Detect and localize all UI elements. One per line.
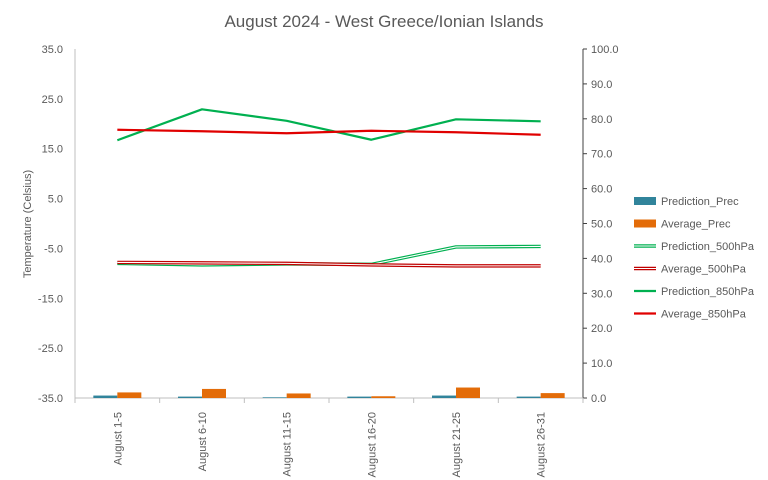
y-left-tick-label: 35.0 xyxy=(42,44,63,56)
y-left-tick-label: -25.0 xyxy=(38,343,63,355)
legend-prediction-500hpa-label: Prediction_500hPa xyxy=(661,241,755,253)
bar-average-prec xyxy=(117,392,142,398)
y-right-tick-label: 10.0 xyxy=(591,358,612,370)
bar-prediction-prec xyxy=(262,397,287,398)
y-left-tick-label: -35.0 xyxy=(38,393,63,405)
bar-prediction-prec xyxy=(347,396,372,398)
y-right-tick-label: 20.0 xyxy=(591,323,612,335)
line-average-500hpa-inner xyxy=(117,261,541,267)
legend: Prediction_Prec Average_Prec Prediction_50… xyxy=(634,196,755,321)
bar-prediction-prec xyxy=(178,396,202,398)
bar-average-prec xyxy=(456,387,480,398)
legend-prediction-prec-label: Prediction_Prec xyxy=(661,196,739,208)
y-right-tick-label: 80.0 xyxy=(591,114,612,126)
y-right-tick-label: 90.0 xyxy=(591,79,612,91)
plot-area: 35.0 25.0 15.0 5.0 -5.0 -15.0 -25.0 -35.0 100.0 9… xyxy=(38,44,619,477)
y-right-tick-label: 60.0 xyxy=(591,184,612,196)
legend-prediction-prec-swatch xyxy=(634,197,656,205)
y-right-tick-label: 40.0 xyxy=(591,253,612,265)
y-left-tick-label: 5.0 xyxy=(48,194,63,206)
y-right-tick-label: 50.0 xyxy=(591,219,612,231)
bar-average-prec xyxy=(202,388,226,398)
line-prediction-850hpa xyxy=(116,108,541,142)
x-category-label: August 11-15 xyxy=(282,412,294,477)
y-right-tick-label: 30.0 xyxy=(591,288,612,300)
x-category-label: August 6-10 xyxy=(197,412,209,471)
y-right-tick-label: 100.0 xyxy=(591,44,619,56)
legend-prediction-850hpa-label: Prediction_850hPa xyxy=(661,286,755,298)
x-category-label: August 1-5 xyxy=(112,412,124,465)
y-right-tick-label: 0.0 xyxy=(591,393,606,405)
bar-average-prec xyxy=(371,396,396,398)
legend-average-850hpa-label: Average_850hPa xyxy=(661,309,747,321)
y-left-tick-label: 25.0 xyxy=(42,94,63,106)
bar-prediction-prec xyxy=(432,395,456,398)
legend-average-prec-swatch xyxy=(634,219,656,228)
bar-average-prec xyxy=(286,393,311,398)
y-right-tick-label: 70.0 xyxy=(591,149,612,161)
line-average-850hpa xyxy=(117,128,541,136)
y-left-tick-label: -15.0 xyxy=(38,293,63,305)
legend-average-500hpa-label: Average_500hPa xyxy=(661,264,747,276)
bar-prediction-prec xyxy=(93,395,118,398)
legend-average-prec-label: Average_Prec xyxy=(661,219,731,231)
bar-prediction-prec xyxy=(516,396,541,398)
bar-average-prec xyxy=(540,393,565,398)
y-left-tick-label: -5.0 xyxy=(44,243,63,255)
chart-title: August 2024 - West Greece/Ionian Islands xyxy=(224,12,543,31)
y-left-tick-label: 15.0 xyxy=(42,144,63,156)
x-category-label: August 26-31 xyxy=(536,412,548,477)
x-category-label: August 21-25 xyxy=(451,412,463,477)
x-category-label: August 16-20 xyxy=(366,412,378,477)
y-axis-left-title: Temperature (Celsius) xyxy=(22,170,34,278)
